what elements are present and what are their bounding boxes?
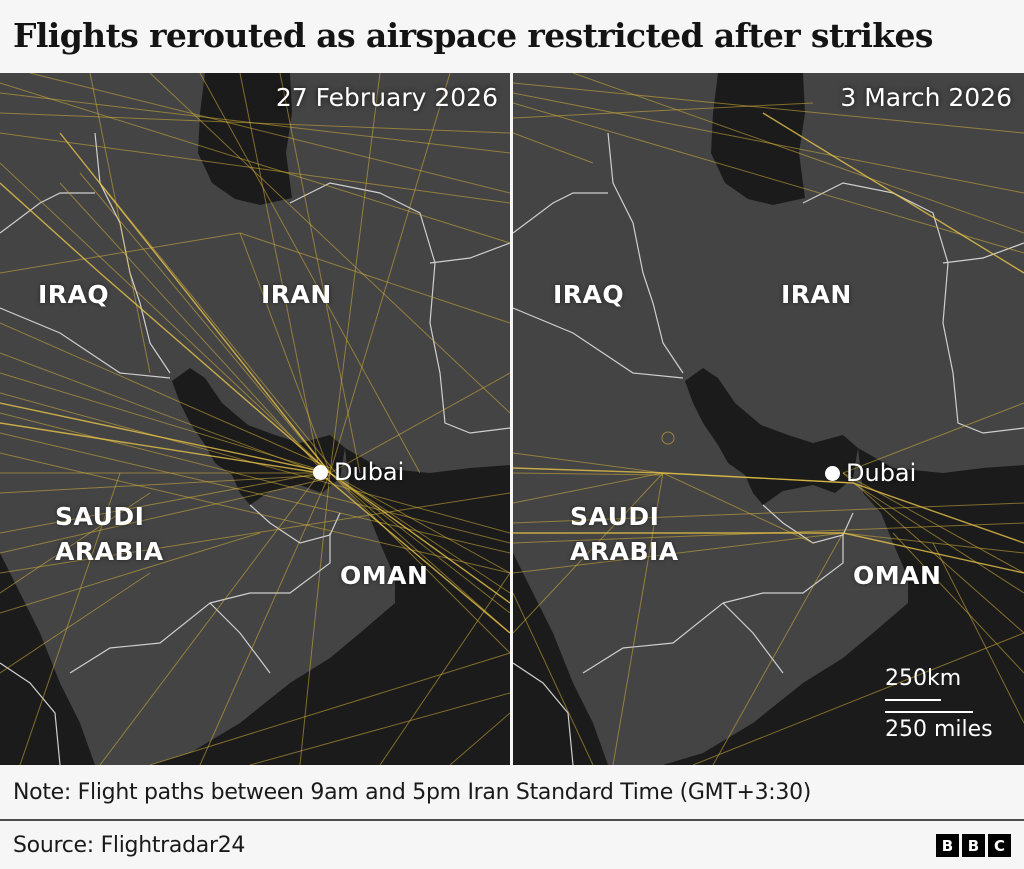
logo-letter: C (988, 834, 1011, 857)
label-iran: IRAN (261, 280, 332, 309)
scale-miles-bar (885, 711, 973, 713)
map-graphic (513, 73, 1024, 765)
logo-letter: B (962, 834, 985, 857)
city-name: Dubai (846, 459, 917, 487)
map-panel-before: 27 February 2026 IRAQ IRAN SAUDI ARABIA … (0, 73, 510, 765)
map-comparison: 27 February 2026 IRAQ IRAN SAUDI ARABIA … (0, 73, 1024, 765)
city-name: Dubai (334, 458, 405, 486)
scale-miles-label: 250 miles (885, 717, 993, 742)
bbc-logo: B B C (936, 834, 1011, 857)
scale-bar: 250km 250 miles (885, 665, 993, 745)
city-dot-icon (313, 464, 328, 480)
map-graphic (0, 73, 510, 765)
city-marker-dubai: Dubai (825, 459, 916, 487)
label-saudi: SAUDI (570, 502, 660, 531)
scale-km-label: 250km (885, 666, 962, 691)
city-dot-icon (825, 465, 840, 481)
divider (0, 819, 1024, 821)
scale-km-bar (885, 699, 941, 701)
date-label: 27 February 2026 (275, 83, 498, 112)
label-arabia: ARABIA (55, 537, 164, 566)
source-credit: Source: Flightradar24 (13, 833, 246, 858)
label-arabia: ARABIA (570, 537, 679, 566)
label-iran: IRAN (781, 280, 852, 309)
logo-letter: B (936, 834, 959, 857)
label-iraq: IRAQ (38, 280, 110, 309)
label-saudi: SAUDI (55, 502, 145, 531)
label-oman: OMAN (340, 561, 429, 590)
footnote: Note: Flight paths between 9am and 5pm I… (13, 780, 812, 805)
label-oman: OMAN (853, 561, 942, 590)
date-label: 3 March 2026 (840, 83, 1012, 112)
chart-title: Flights rerouted as airspace restricted … (13, 16, 934, 55)
map-panel-after: 3 March 2026 IRAQ IRAN SAUDI ARABIA OMAN… (513, 73, 1024, 765)
label-iraq: IRAQ (553, 280, 625, 309)
city-marker-dubai: Dubai (313, 458, 404, 486)
